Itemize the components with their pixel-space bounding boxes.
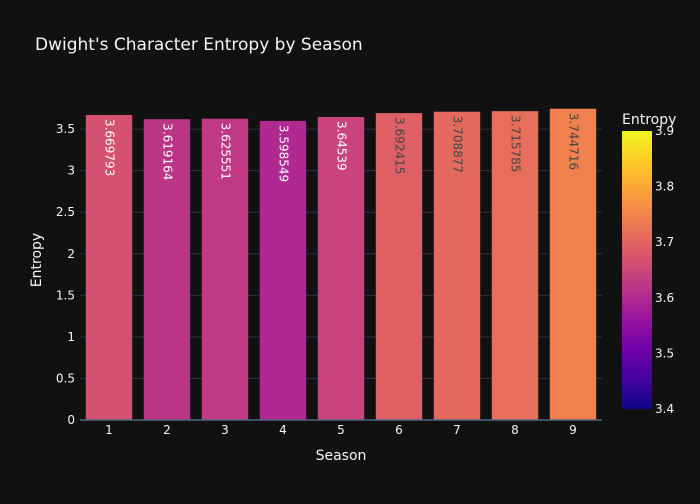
x-tick-label: 9: [569, 423, 577, 437]
colorbar-tick-label: 3.8: [655, 180, 674, 194]
x-tick-label: 3: [221, 423, 229, 437]
x-tick-label: 1: [105, 423, 113, 437]
x-tick-label: 7: [453, 423, 461, 437]
y-axis-title: Entropy: [29, 233, 45, 287]
colorbar-tick-label: 3.9: [655, 124, 674, 138]
bar-value-label: 3.708877: [451, 116, 465, 173]
colorbar-title: Entropy: [622, 112, 676, 128]
bar: [375, 113, 423, 421]
bar: [143, 119, 191, 420]
y-tick-label: 3: [67, 164, 75, 178]
y-tick-label: 2: [67, 247, 75, 261]
y-tick-label: 1: [67, 330, 75, 344]
bar-value-label: 3.715785: [509, 115, 523, 172]
colorbar-tick-label: 3.5: [655, 346, 674, 360]
bar-value-label: 3.619164: [161, 123, 175, 180]
colorbar-tick-label: 3.4: [655, 402, 674, 416]
x-tick-label: 8: [511, 423, 519, 437]
colorbar: 3.4 3.5 3.6 3.7 3.8 3.9: [622, 124, 674, 416]
bar: [433, 111, 481, 420]
x-tick-label: 6: [395, 423, 403, 437]
bar: [317, 117, 365, 421]
bar: [549, 108, 597, 420]
bar-value-label: 3.692415: [393, 117, 407, 174]
y-tick-label: 2.5: [56, 205, 75, 219]
bars: [85, 108, 597, 421]
bar-value-label: 3.744716: [567, 113, 581, 170]
y-tick-label: 0: [67, 413, 75, 427]
x-tick-label: 4: [279, 423, 287, 437]
chart-title: Dwight's Character Entropy by Season: [35, 35, 363, 55]
colorbar-tick-label: 3.7: [655, 235, 674, 249]
bar: [259, 120, 307, 420]
bar-value-labels: 3.669793 3.619164 3.625551 3.598549 3.64539 3…: [103, 113, 581, 182]
y-tick-label: 0.5: [56, 371, 75, 385]
bar: [85, 114, 133, 420]
axes: 0 0.5 1 1.5 2 2.5 3 3.5 1 2 3 4 5 6 7 8 9: [56, 122, 602, 437]
bar: [491, 111, 539, 421]
x-tick-label: 2: [163, 423, 171, 437]
bar-value-label: 3.64539: [335, 121, 349, 171]
y-tick-label: 3.5: [56, 122, 75, 136]
y-tick-label: 1.5: [56, 288, 75, 302]
colorbar-tick-label: 3.6: [655, 291, 674, 305]
colorbar-gradient: [622, 131, 652, 409]
bar: [201, 118, 249, 420]
bar-value-label: 3.598549: [277, 125, 291, 182]
x-axis-title: Season: [316, 448, 367, 464]
bar-value-label: 3.669793: [103, 119, 117, 176]
bar-value-label: 3.625551: [219, 123, 233, 180]
x-tick-label: 5: [337, 423, 345, 437]
